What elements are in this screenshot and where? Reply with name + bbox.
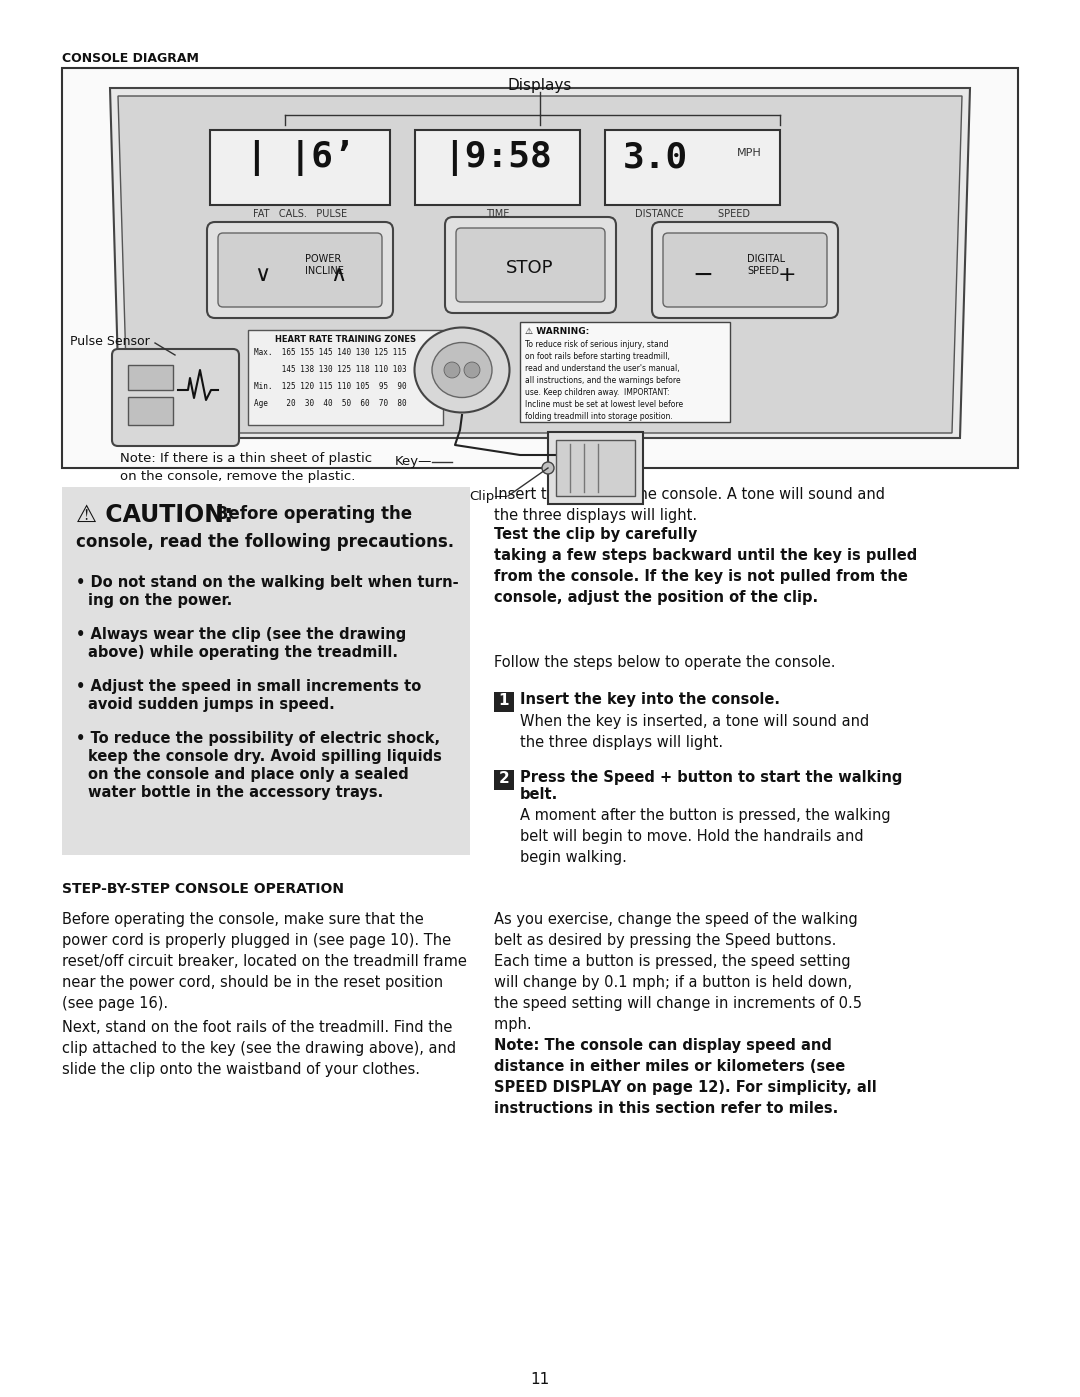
FancyBboxPatch shape [210, 130, 390, 205]
Text: Key—: Key— [394, 455, 432, 468]
FancyBboxPatch shape [494, 770, 514, 789]
Text: Clip—: Clip— [470, 490, 508, 503]
Text: • Adjust the speed in small increments to: • Adjust the speed in small increments t… [76, 679, 421, 694]
Circle shape [464, 362, 480, 379]
Text: To reduce risk of serious injury, stand: To reduce risk of serious injury, stand [525, 339, 669, 349]
Text: Incline must be set at lowest level before: Incline must be set at lowest level befo… [525, 400, 684, 409]
Text: Before operating the console, make sure that the
power cord is properly plugged : Before operating the console, make sure … [62, 912, 467, 1011]
Polygon shape [118, 96, 962, 433]
Text: POWER
INCLINE: POWER INCLINE [305, 254, 343, 277]
Text: Max.  165 155 145 140 130 125 115: Max. 165 155 145 140 130 125 115 [254, 348, 407, 358]
FancyBboxPatch shape [494, 692, 514, 712]
Text: Before operating the: Before operating the [210, 504, 413, 522]
FancyBboxPatch shape [548, 432, 643, 504]
FancyBboxPatch shape [62, 68, 1018, 468]
Text: |9:58: |9:58 [443, 140, 552, 176]
Text: 1: 1 [499, 693, 510, 708]
FancyBboxPatch shape [519, 321, 730, 422]
Text: 2: 2 [499, 771, 510, 787]
FancyBboxPatch shape [663, 233, 827, 307]
Text: MPH: MPH [738, 148, 762, 158]
Text: on the console and place only a sealed: on the console and place only a sealed [87, 767, 408, 782]
Text: avoid sudden jumps in speed.: avoid sudden jumps in speed. [87, 697, 335, 712]
FancyBboxPatch shape [415, 130, 580, 205]
Text: −: − [692, 263, 714, 286]
Polygon shape [110, 88, 970, 439]
FancyBboxPatch shape [456, 228, 605, 302]
Text: +: + [778, 265, 796, 285]
Text: ∨: ∨ [254, 265, 270, 285]
FancyBboxPatch shape [207, 222, 393, 319]
Text: When the key is inserted, a tone will sound and
the three displays will light.: When the key is inserted, a tone will so… [519, 714, 869, 750]
FancyBboxPatch shape [556, 440, 635, 496]
Text: all instructions, and the warnings before: all instructions, and the warnings befor… [525, 376, 680, 386]
Text: above) while operating the treadmill.: above) while operating the treadmill. [87, 645, 399, 659]
Text: Min.  125 120 115 110 105  95  90: Min. 125 120 115 110 105 95 90 [254, 381, 407, 391]
Text: ⚠ CAUTION:: ⚠ CAUTION: [76, 503, 233, 527]
Text: FAT   CALS.   PULSE: FAT CALS. PULSE [253, 210, 347, 219]
Text: console, read the following precautions.: console, read the following precautions. [76, 534, 454, 550]
Text: CONSOLE DIAGRAM: CONSOLE DIAGRAM [62, 52, 199, 66]
Text: keep the console dry. Avoid spilling liquids: keep the console dry. Avoid spilling liq… [87, 749, 442, 764]
Text: water bottle in the accessory trays.: water bottle in the accessory trays. [87, 785, 383, 800]
Text: • To reduce the possibility of electric shock,: • To reduce the possibility of electric … [76, 731, 441, 746]
Text: Press the Speed + button to start the walking
belt.: Press the Speed + button to start the wa… [519, 770, 903, 802]
Text: folding treadmill into storage position.: folding treadmill into storage position. [525, 412, 673, 420]
FancyBboxPatch shape [112, 349, 239, 446]
Text: DIGITAL
SPEED: DIGITAL SPEED [747, 254, 785, 277]
Text: Note: The console can display speed and
distance in either miles or kilometers (: Note: The console can display speed and … [494, 1038, 877, 1116]
Text: • Always wear the clip (see the drawing: • Always wear the clip (see the drawing [76, 627, 406, 643]
Text: TIME: TIME [486, 210, 509, 219]
FancyBboxPatch shape [129, 365, 173, 390]
Text: As you exercise, change the speed of the walking
belt as desired by pressing the: As you exercise, change the speed of the… [494, 912, 862, 1032]
Text: Displays: Displays [508, 78, 572, 94]
FancyBboxPatch shape [62, 488, 470, 855]
Text: ⚠ WARNING:: ⚠ WARNING: [525, 327, 590, 337]
Text: on foot rails before starting treadmill,: on foot rails before starting treadmill, [525, 352, 670, 360]
Text: ing on the power.: ing on the power. [87, 592, 232, 608]
Circle shape [542, 462, 554, 474]
Text: 145 138 130 125 118 110 103: 145 138 130 125 118 110 103 [254, 365, 407, 374]
Text: Pulse Sensor: Pulse Sensor [70, 335, 150, 348]
Text: Insert the key into the console. A tone will sound and
the three displays will l: Insert the key into the console. A tone … [494, 488, 885, 522]
Text: | |6’: | |6’ [245, 140, 354, 176]
FancyBboxPatch shape [445, 217, 616, 313]
Text: ∧: ∧ [329, 265, 346, 285]
Ellipse shape [432, 342, 492, 398]
FancyBboxPatch shape [218, 233, 382, 307]
FancyBboxPatch shape [248, 330, 443, 425]
FancyBboxPatch shape [652, 222, 838, 319]
Text: STOP: STOP [507, 258, 554, 277]
Text: • Do not stand on the walking belt when turn-: • Do not stand on the walking belt when … [76, 576, 459, 590]
FancyBboxPatch shape [605, 130, 780, 205]
Text: Insert the key into the console.: Insert the key into the console. [519, 692, 780, 707]
Circle shape [444, 362, 460, 379]
Text: Age    20  30  40  50  60  70  80: Age 20 30 40 50 60 70 80 [254, 400, 407, 408]
Text: 3.0: 3.0 [623, 140, 688, 175]
Text: read and understand the user's manual,: read and understand the user's manual, [525, 365, 679, 373]
Text: Test the clip by carefully
taking a few steps backward until the key is pulled
f: Test the clip by carefully taking a few … [494, 527, 917, 605]
FancyBboxPatch shape [129, 397, 173, 425]
Text: Follow the steps below to operate the console.: Follow the steps below to operate the co… [494, 655, 836, 671]
Text: Next, stand on the foot rails of the treadmill. Find the
clip attached to the ke: Next, stand on the foot rails of the tre… [62, 1020, 456, 1077]
Text: 11: 11 [530, 1372, 550, 1387]
Ellipse shape [415, 327, 510, 412]
Text: STEP-BY-STEP CONSOLE OPERATION: STEP-BY-STEP CONSOLE OPERATION [62, 882, 345, 895]
Text: Note: If there is a thin sheet of plastic
on the console, remove the plastic.: Note: If there is a thin sheet of plasti… [120, 453, 373, 483]
Text: DISTANCE           SPEED: DISTANCE SPEED [635, 210, 750, 219]
Text: HEART RATE TRAINING ZONES: HEART RATE TRAINING ZONES [275, 335, 416, 344]
Text: A moment after the button is pressed, the walking
belt will begin to move. Hold : A moment after the button is pressed, th… [519, 807, 891, 865]
Text: use. Keep children away.  IMPORTANT:: use. Keep children away. IMPORTANT: [525, 388, 670, 397]
